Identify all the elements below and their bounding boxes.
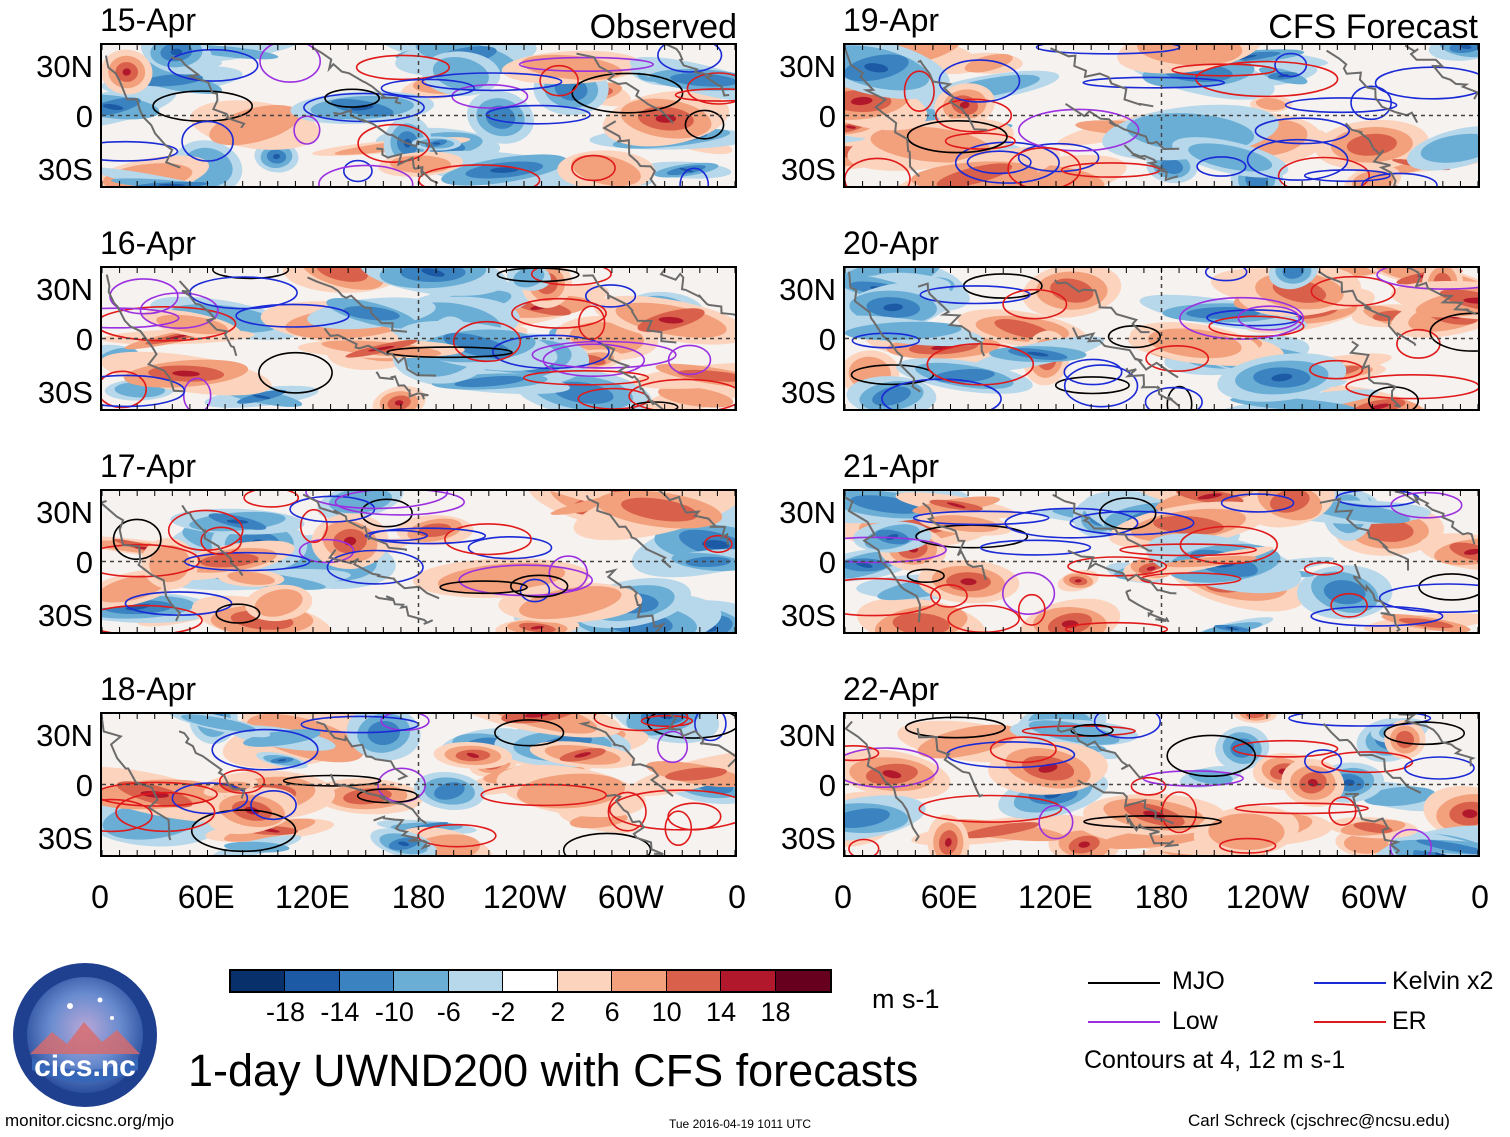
map-panel xyxy=(100,266,737,411)
lon-label: 0 xyxy=(91,879,109,915)
panel-date: 19-Apr xyxy=(843,2,940,38)
legend-mjo-line xyxy=(1088,982,1160,984)
lon-label: 60W xyxy=(1340,879,1407,915)
colorbar-swatch xyxy=(612,971,667,991)
lon-label: 60E xyxy=(920,879,978,915)
logo-text: cics.nc xyxy=(34,1050,136,1083)
lat-label: 30S xyxy=(780,375,836,410)
colorbar-swatch xyxy=(775,971,830,991)
colorbar-tick-label: -6 xyxy=(436,997,461,1027)
legend-low-label: Low xyxy=(1172,1007,1218,1035)
colorbar-swatch xyxy=(285,971,340,991)
lat-label: 30S xyxy=(780,152,836,187)
footer-url: monitor.cicsnc.org/mjo xyxy=(5,1111,175,1130)
map-panel xyxy=(100,712,737,857)
legend-kelvin-label: Kelvin x2 xyxy=(1392,967,1494,995)
colorbar-swatch xyxy=(394,971,449,991)
legend-mjo-label: MJO xyxy=(1172,967,1225,995)
lon-label: 120W xyxy=(1225,879,1310,915)
colorbar-swatch xyxy=(339,971,395,991)
legend-er-label: ER xyxy=(1392,1007,1427,1035)
map-panel xyxy=(843,712,1480,857)
lon-label: 120W xyxy=(482,879,567,915)
colorbar-tick-label: 18 xyxy=(760,997,791,1027)
colorbar xyxy=(229,969,832,993)
lon-label: 0 xyxy=(1471,879,1489,915)
lat-label: 30N xyxy=(779,49,836,84)
colorbar-swatch xyxy=(721,971,776,991)
lon-label: 0 xyxy=(728,879,746,915)
legend-note: Contours at 4, 12 m s-1 xyxy=(1084,1046,1346,1074)
colorbar-tick-label: -2 xyxy=(491,997,516,1027)
map-panel xyxy=(100,489,737,634)
lat-label: 30N xyxy=(36,272,93,307)
lon-label: 180 xyxy=(1134,879,1189,915)
map-panel xyxy=(100,43,737,188)
lon-label: 60E xyxy=(177,879,235,915)
lat-label: 30S xyxy=(780,821,836,856)
lat-label: 30S xyxy=(37,821,93,856)
colorbar-tick-label: -10 xyxy=(374,997,414,1027)
legend-low-line xyxy=(1088,1021,1160,1023)
colorbar-tick-label: -14 xyxy=(320,997,360,1027)
lat-label: 30N xyxy=(779,272,836,307)
cics-logo: cics.nc xyxy=(12,962,158,1108)
footer-author: Carl Schreck (cjschrec@ncsu.edu) xyxy=(1188,1111,1450,1130)
lat-label: 0 xyxy=(75,99,93,134)
colorbar-units: m s-1 xyxy=(872,984,940,1014)
lat-label: 0 xyxy=(75,768,93,803)
map-panel xyxy=(843,266,1480,411)
lat-label: 0 xyxy=(818,99,836,134)
lat-label: 30S xyxy=(37,152,93,187)
lat-label: 30N xyxy=(779,495,836,530)
lat-label: 30N xyxy=(36,718,93,753)
map-panel xyxy=(843,489,1480,634)
map-panel xyxy=(843,43,1480,188)
lat-label: 30S xyxy=(37,598,93,633)
panel-date: 16-Apr xyxy=(100,225,197,261)
lat-label: 0 xyxy=(818,545,836,580)
colorbar-swatch xyxy=(557,971,613,991)
lon-label: 120E xyxy=(1017,879,1093,915)
colorbar-tick-label: -18 xyxy=(265,997,305,1027)
colorbar-swatch xyxy=(231,971,286,991)
lat-label: 30N xyxy=(779,718,836,753)
lat-label: 0 xyxy=(818,768,836,803)
observed-label: Observed xyxy=(589,8,737,46)
lat-label: 30S xyxy=(780,598,836,633)
lat-label: 30N xyxy=(36,49,93,84)
lon-label: 180 xyxy=(391,879,446,915)
panel-date: 18-Apr xyxy=(100,671,197,707)
lon-label: 60W xyxy=(597,879,664,915)
lon-label: 0 xyxy=(834,879,852,915)
colorbar-tick-label: 6 xyxy=(604,997,620,1027)
colorbar-tick-label: 14 xyxy=(706,997,737,1027)
colorbar-swatch xyxy=(666,971,722,991)
legend-er-line xyxy=(1314,1021,1386,1023)
lat-label: 30N xyxy=(36,495,93,530)
panel-date: 17-Apr xyxy=(100,448,197,484)
colorbar-tick-label: 10 xyxy=(651,997,682,1027)
legend-kelvin-line xyxy=(1314,982,1386,984)
panel-date: 15-Apr xyxy=(100,2,197,38)
figure-title: 1-day UWND200 with CFS forecasts xyxy=(188,1045,919,1096)
lat-label: 0 xyxy=(75,322,93,357)
colorbar-tick-label: 2 xyxy=(550,997,566,1027)
lon-label: 120E xyxy=(274,879,350,915)
forecast-label: CFS Forecast xyxy=(1268,8,1478,46)
colorbar-swatch xyxy=(503,971,558,991)
panel-date: 20-Apr xyxy=(843,225,940,261)
colorbar-swatch xyxy=(448,971,504,991)
panel-date: 22-Apr xyxy=(843,671,940,707)
footer-timestamp: Tue 2016-04-19 1011 UTC xyxy=(669,1117,812,1131)
lat-label: 0 xyxy=(75,545,93,580)
lat-label: 30S xyxy=(37,375,93,410)
panel-date: 21-Apr xyxy=(843,448,940,484)
lat-label: 0 xyxy=(818,322,836,357)
